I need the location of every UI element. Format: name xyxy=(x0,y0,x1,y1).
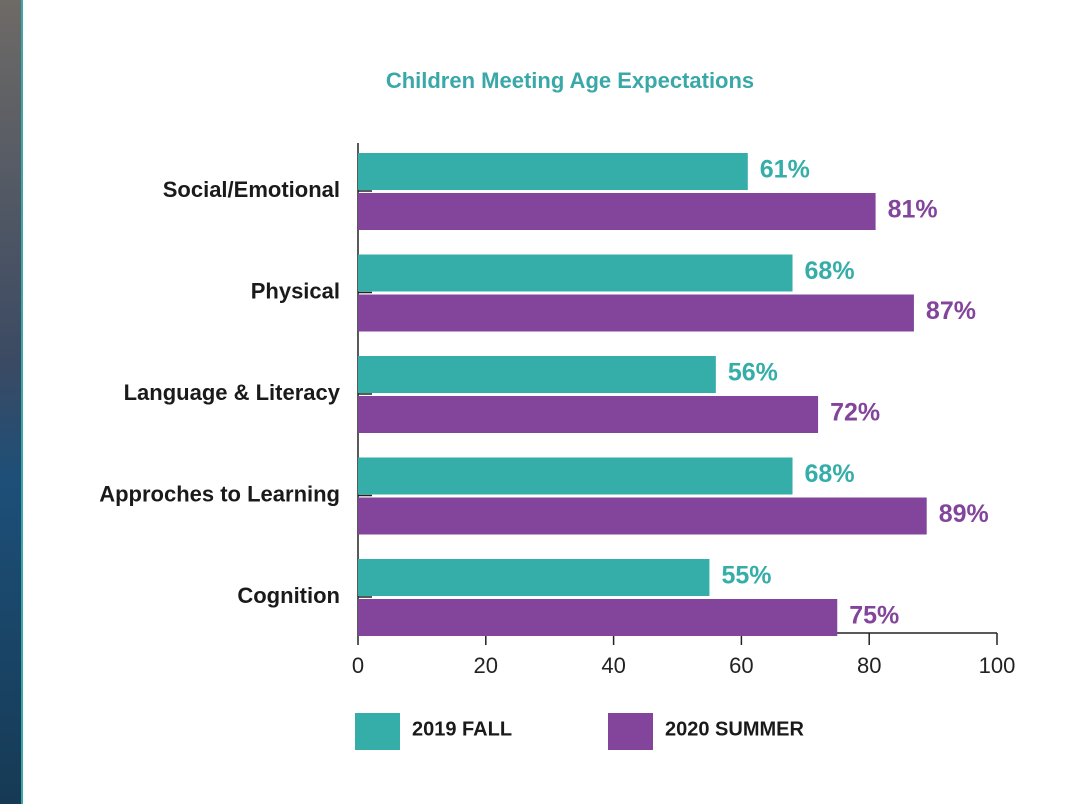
x-tick-label: 20 xyxy=(474,653,498,678)
chart-title: Children Meeting Age Expectations xyxy=(386,68,754,93)
bar xyxy=(358,599,837,636)
value-label: 61% xyxy=(760,156,810,184)
bar xyxy=(358,559,709,596)
legend-swatch xyxy=(355,713,400,750)
bar xyxy=(358,356,716,393)
value-label: 87% xyxy=(926,297,976,325)
value-label: 68% xyxy=(805,257,855,285)
x-tick-label: 100 xyxy=(979,653,1016,678)
legend-label: 2020 SUMMER xyxy=(665,718,804,740)
value-label: 89% xyxy=(939,500,989,528)
bar xyxy=(358,295,914,332)
value-label: 55% xyxy=(721,562,771,590)
chart: Children Meeting Age Expectations 0 20 40 6… xyxy=(0,0,1082,804)
value-label: 56% xyxy=(728,359,778,387)
y-tick-label: Physical xyxy=(251,278,340,303)
legend-label: 2019 FALL xyxy=(412,718,512,740)
x-tick-label: 60 xyxy=(729,653,753,678)
y-tick-label: Social/Emotional xyxy=(163,177,340,202)
bar xyxy=(358,396,818,433)
value-label: 72% xyxy=(830,399,880,427)
value-label: 68% xyxy=(805,460,855,488)
y-tick-label: Language & Literacy xyxy=(124,380,341,405)
bar xyxy=(358,255,793,292)
x-tick-label: 80 xyxy=(857,653,881,678)
x-tick-label: 40 xyxy=(601,653,625,678)
bar xyxy=(358,458,793,495)
bar xyxy=(358,153,748,190)
background-photo xyxy=(0,0,24,804)
legend-swatch xyxy=(608,713,653,750)
y-tick-label: Cognition xyxy=(237,583,340,608)
bar xyxy=(358,193,876,230)
y-tick-label: Approches to Learning xyxy=(99,481,340,506)
bar xyxy=(358,498,927,535)
value-label: 81% xyxy=(888,196,938,224)
x-tick-label: 0 xyxy=(352,653,364,678)
value-label: 75% xyxy=(849,602,899,630)
